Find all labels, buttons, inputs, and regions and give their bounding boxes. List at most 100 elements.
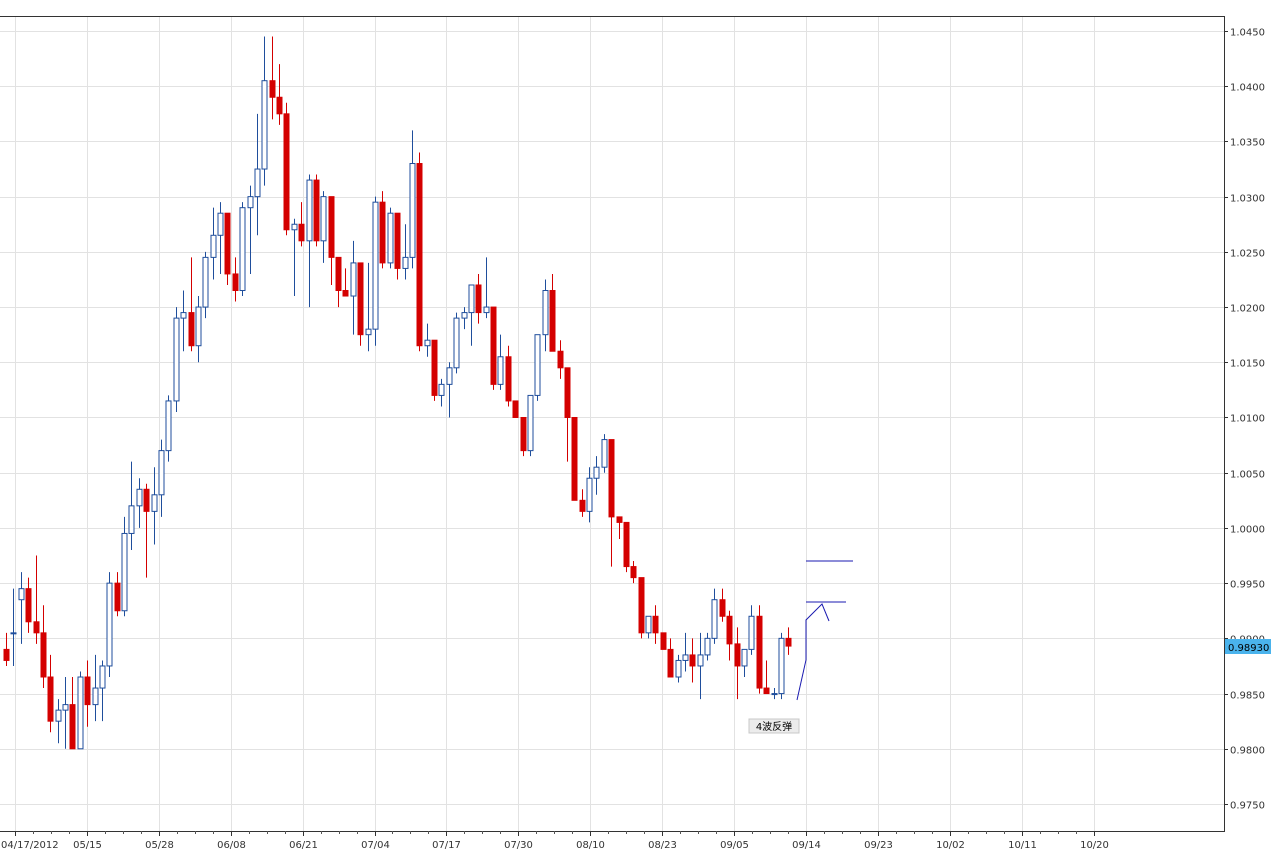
candle-body: [114, 582, 121, 612]
current-price-tag-box: [1225, 639, 1271, 654]
time-tick-label: 05/15: [73, 840, 102, 851]
candle: [446, 362, 453, 418]
candle: [711, 588, 718, 644]
wave-drawings[interactable]: [796, 560, 853, 701]
candle: [173, 307, 180, 412]
candle-body: [173, 317, 180, 402]
time-tick-label: 09/23: [864, 840, 893, 851]
candle-body: [571, 417, 578, 501]
candle: [106, 572, 113, 678]
price-tick-label: 1.0400: [1230, 83, 1265, 94]
candle-body: [608, 439, 615, 518]
candle: [10, 588, 17, 666]
candle: [33, 555, 40, 644]
candle: [586, 467, 593, 523]
candle: [357, 262, 364, 346]
time-tick-label: 08/23: [648, 840, 677, 851]
candle: [158, 439, 165, 517]
price-tick-label: 1.0350: [1230, 138, 1265, 149]
candle: [704, 632, 711, 661]
candle-body: [84, 676, 91, 706]
candle: [365, 262, 372, 352]
candle-body: [741, 648, 748, 667]
candle: [748, 605, 755, 655]
candle-body: [704, 637, 711, 656]
candle: [416, 152, 423, 352]
candle-body: [601, 439, 608, 468]
candle: [557, 340, 564, 379]
candle: [25, 577, 32, 633]
candle: [128, 461, 135, 551]
candle: [224, 212, 231, 285]
candle-body: [372, 201, 379, 330]
candle: [505, 345, 512, 407]
time-tick-label: 09/05: [720, 840, 749, 851]
candle-body: [99, 665, 106, 689]
candle: [77, 671, 84, 750]
candle: [121, 516, 128, 617]
candle: [247, 185, 254, 274]
candle: [534, 334, 541, 401]
candle: [689, 638, 696, 683]
candle: [18, 572, 25, 644]
candle-body: [512, 400, 519, 418]
candle: [306, 174, 313, 308]
candle: [571, 417, 578, 501]
candle-body: [409, 163, 416, 258]
candle-body: [210, 234, 217, 258]
candle-body: [55, 709, 62, 722]
candle: [638, 577, 645, 639]
candle: [652, 605, 659, 644]
candle: [99, 660, 106, 722]
candle: [92, 654, 99, 722]
wave-annotation-label: 4波反弹: [756, 720, 792, 733]
candle: [350, 240, 357, 335]
candle-body: [62, 704, 69, 711]
candle: [756, 605, 763, 694]
candle-body: [306, 179, 313, 242]
candle-body: [92, 687, 99, 706]
candle-body: [497, 356, 504, 385]
candle-body: [394, 212, 401, 269]
time-tick-label: 06/08: [217, 840, 246, 851]
candle: [55, 699, 62, 744]
wave-annotation: 4波反弹: [748, 718, 800, 734]
candle: [601, 434, 608, 473]
candle-body: [18, 588, 25, 601]
candle-body: [313, 179, 320, 242]
time-tick-label: 08/10: [576, 840, 605, 851]
candle: [372, 196, 379, 346]
candle-body: [689, 654, 696, 667]
candle: [143, 483, 150, 578]
candle-body: [239, 207, 246, 292]
time-tick-label: 07/17: [432, 840, 461, 851]
candle: [490, 306, 497, 390]
candle: [3, 632, 10, 666]
candle-body: [143, 488, 150, 512]
candle: [269, 36, 276, 120]
candle-body: [158, 450, 165, 496]
candle: [180, 290, 187, 352]
candle: [387, 207, 394, 269]
candle-body: [195, 306, 202, 347]
candle-body: [224, 212, 231, 275]
candle: [298, 202, 305, 247]
candle-body: [778, 637, 785, 695]
candle: [313, 174, 320, 247]
candle-body: [342, 290, 349, 297]
candle: [210, 207, 217, 280]
wave-annotation-box: [748, 718, 800, 734]
time-tick-label: 04/17/2012: [1, 840, 59, 851]
time-tick-label: 10/02: [936, 840, 965, 851]
candle: [734, 627, 741, 700]
candle-body: [579, 499, 586, 512]
candle: [468, 284, 475, 346]
price-tick-label: 1.0100: [1230, 414, 1265, 425]
candle: [630, 561, 637, 584]
wave-arrow-path[interactable]: [796, 603, 830, 701]
candle-body: [254, 168, 261, 198]
current-price-tag: 0.98930: [1225, 639, 1271, 654]
candle: [608, 439, 615, 567]
candle-body: [549, 290, 556, 352]
candle: [660, 632, 667, 650]
